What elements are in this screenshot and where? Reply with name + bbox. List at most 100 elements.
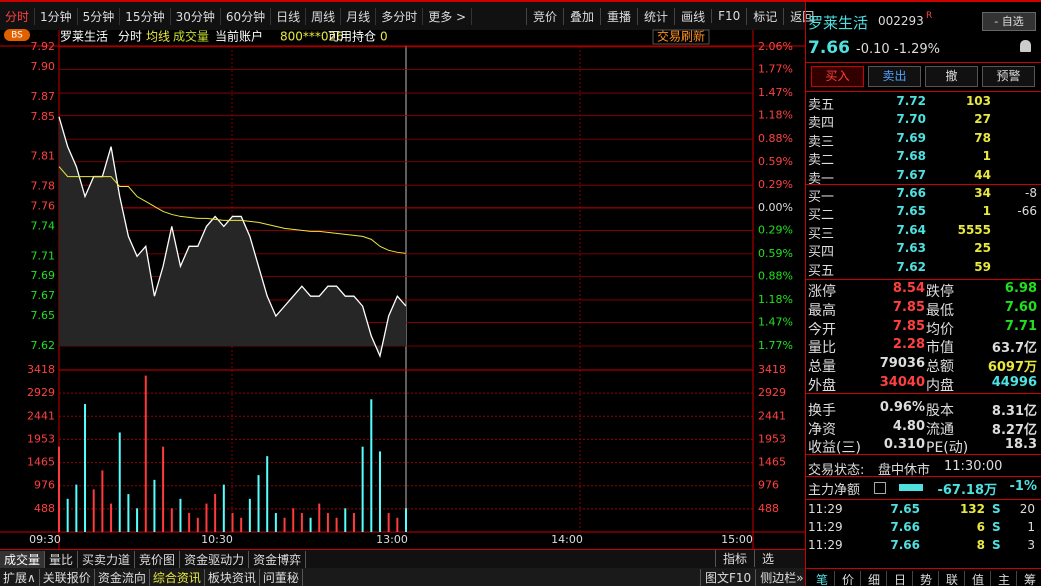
trade-button[interactable]: 撤 [925, 66, 978, 87]
panel-tab[interactable]: 细 [862, 571, 887, 586]
period-tab[interactable]: 15分钟 [120, 7, 171, 25]
info-option[interactable]: 侧边栏» [755, 568, 807, 586]
trade-time: 11:29 [808, 520, 843, 534]
indicator-tab[interactable]: 买卖力道 [78, 550, 136, 568]
volume-bar [75, 484, 78, 532]
tool-button[interactable]: 重播 [600, 7, 637, 25]
volume-bar [222, 484, 225, 532]
tool-button[interactable]: 竞价 [526, 7, 563, 25]
price-tick-label: 7.65 [31, 309, 56, 322]
tool-button[interactable]: 返回 [783, 7, 820, 25]
price-change: -0.10 [856, 42, 890, 57]
trade-time: 11:29 [808, 538, 843, 552]
period-tab[interactable]: 周线 [306, 7, 342, 25]
volume-tick-label-right: 1953 [758, 432, 786, 445]
panel-tab[interactable]: 值 [966, 571, 991, 586]
tool-button[interactable]: 画线 [674, 7, 711, 25]
tool-button[interactable]: 叠加 [563, 7, 600, 25]
indicator-option[interactable]: 选 [754, 549, 781, 567]
volume-bar [309, 517, 312, 532]
book-level: 卖五 [808, 98, 835, 113]
period-tab[interactable]: 分时 [0, 7, 36, 25]
info-tab[interactable]: 问董秘 [260, 568, 303, 586]
period-tab[interactable]: 30分钟 [171, 7, 221, 25]
period-tab[interactable]: 日线 [271, 7, 307, 25]
stat-label: 总额 [926, 359, 954, 376]
stat-label: 净资 [808, 421, 836, 438]
time-tick-label: 13:00 [376, 533, 408, 546]
panel-tab[interactable]: 势 [914, 571, 939, 586]
panel-tab[interactable]: 日 [888, 571, 913, 586]
info-tab[interactable]: 扩展∧ [0, 568, 40, 586]
period-tab[interactable]: 月线 [341, 7, 377, 25]
trade-button[interactable]: 买入 [811, 66, 864, 87]
volume-tick-label: 2929 [27, 386, 55, 399]
info-tab[interactable]: 资金流向 [95, 568, 150, 586]
info-right: 图文F10 侧边栏» [700, 568, 808, 586]
volume-bar [127, 494, 130, 532]
book-volume: 59 [974, 259, 991, 274]
book-level: 买一 [808, 190, 835, 205]
trade-count: 3 [1027, 538, 1035, 552]
stat-label: 最高 [808, 302, 836, 319]
volume-bar [205, 503, 208, 532]
period-tab[interactable]: 更多 > [423, 7, 473, 25]
volume-bar [101, 470, 104, 532]
last-price: 7.66 [808, 38, 850, 58]
price-line [58, 116, 407, 359]
panel-tab[interactable]: 主 [992, 571, 1017, 586]
info-option[interactable]: 图文F10 [700, 568, 755, 586]
chart-header-item: 均线 [146, 30, 170, 44]
book-level: 买五 [808, 263, 835, 279]
volume-tick-label: 976 [34, 479, 55, 492]
volume-bar [326, 513, 329, 532]
chart-header-item: 可用持仓 [328, 29, 376, 44]
indicator-tab[interactable]: 量比 [45, 550, 79, 568]
quote-panel: 罗莱生活 002293 R - 自选 7.66 -0.10 -1.29% 买入 卖出撤预警 卖五 7… [805, 0, 1041, 586]
info-tab[interactable]: 关联报价 [40, 568, 95, 586]
indicator-tab[interactable]: 成交量 [0, 550, 46, 568]
stat-label: 最低 [926, 302, 954, 319]
volume-tick-label-right: 488 [758, 502, 779, 515]
volume-bar [370, 399, 373, 532]
book-price: 7.62 [896, 259, 926, 274]
tool-button[interactable]: F10 [711, 9, 746, 23]
stat-value: 6097万 [987, 360, 1037, 376]
tool-button[interactable]: 统计 [637, 7, 674, 25]
indicator-tab[interactable]: 竞价图 [135, 550, 181, 568]
volume-bar [361, 446, 364, 532]
book-diff: -8 [1025, 186, 1037, 200]
panel-tab[interactable]: 笔 [810, 571, 835, 586]
panel-tab[interactable]: 价 [836, 571, 861, 586]
book-volume: 27 [974, 112, 991, 127]
stat-value: 7.60 [1004, 299, 1037, 315]
avg-line [58, 166, 407, 254]
period-tab[interactable]: 1分钟 [35, 7, 78, 25]
refresh-button[interactable] [652, 29, 710, 45]
indicator-option[interactable]: 指标 [715, 549, 754, 567]
indicator-tab[interactable]: 资金驱动力 [180, 550, 250, 568]
chart-header-item: 当前账户 [215, 29, 263, 44]
indicator-tab[interactable]: 资金博弈 [249, 550, 307, 568]
trade-button[interactable]: 卖出 [868, 66, 921, 87]
price-tick-label: 7.92 [31, 40, 56, 53]
period-tab[interactable]: 60分钟 [221, 7, 272, 25]
period-tab[interactable]: 多分时 [376, 7, 424, 25]
period-tab[interactable]: 5分钟 [78, 7, 121, 25]
trade-button[interactable]: 预警 [982, 66, 1035, 87]
price-tick-label: 7.71 [31, 249, 56, 262]
volume-tick-label: 488 [34, 502, 55, 515]
flow-icon [874, 482, 886, 494]
price-tick-label: 7.76 [31, 199, 56, 212]
separator [806, 476, 1041, 477]
panel-tab[interactable]: 联 [940, 571, 965, 586]
watch-button[interactable]: - 自选 [982, 12, 1036, 31]
info-tab[interactable]: 板块资讯 [205, 568, 260, 586]
volume-bar [110, 503, 113, 532]
tool-button[interactable]: 标记 [746, 7, 783, 25]
panel-tab[interactable]: 筹 [1018, 571, 1041, 586]
volume-bar [274, 513, 277, 532]
stock-name: 罗莱生活 [808, 14, 869, 32]
info-tab[interactable]: 综合资讯 [150, 568, 205, 586]
